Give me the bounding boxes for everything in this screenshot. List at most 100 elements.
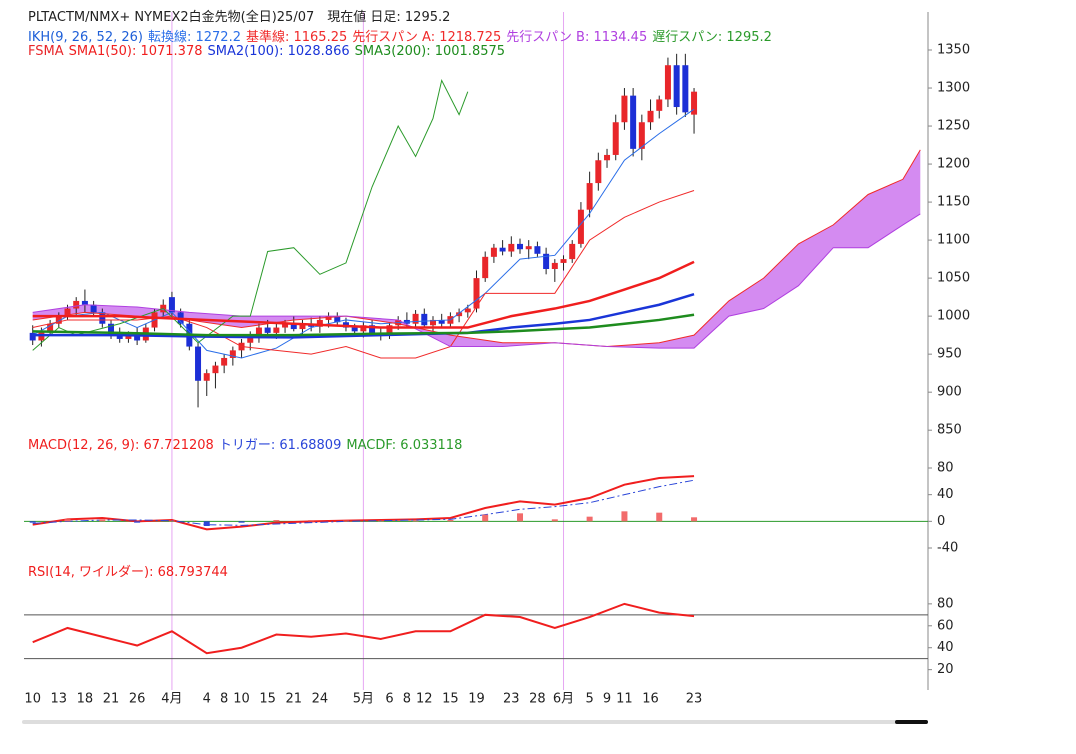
candle-body [664,65,671,100]
candle-body [429,319,436,326]
histogram-bar [342,520,349,522]
series-line [32,479,695,526]
candle-body [612,122,619,155]
x-tick-label: 11 [616,692,633,707]
x-tick-label: 4 [203,692,211,707]
x-tick-label: 9 [603,692,611,707]
candle-body [229,350,236,358]
x-tick-label: 10 [233,692,250,707]
chart-title: PLTACTM/NMX+ NYMEX2白金先物(全日)25/07 現在値 日足:… [28,10,451,25]
candle-body [99,312,106,324]
candle-body [621,95,628,123]
series-line [32,78,469,351]
candle-body [525,246,532,250]
x-tick-label: 28 [529,692,546,707]
candle-body [316,319,323,327]
y-tick-label: 1300 [937,81,970,96]
candle-body [369,325,376,333]
scrollbar-track[interactable] [22,720,928,724]
y-tick-label: 60 [937,618,954,633]
series-line [32,292,695,339]
candle-body [334,316,341,323]
x-tick-label: 12 [416,692,433,707]
candle-body [360,325,367,332]
x-tick-label: 21 [103,692,120,707]
candle-body [386,325,393,336]
candle-body [81,300,88,305]
candle-body [351,327,358,332]
y-tick-label: 1250 [937,119,970,134]
candle-body [168,297,175,313]
candle-body [464,308,471,313]
candle-body [691,91,698,115]
y-tick-label: 80 [937,596,954,611]
legend-entry: 基準線: 1165.25 [245,30,348,45]
x-tick-label: 4月 [161,692,182,707]
series-line [32,602,695,655]
candle-body [647,110,654,123]
histogram-bar [64,519,71,522]
candle-body [508,243,515,252]
x-tick-label: 6月 [553,692,574,707]
candle-body [421,313,428,326]
candle-body [47,323,54,332]
x-tick-label: 10 [24,692,41,707]
candle-body [595,160,602,184]
histogram-bar [168,520,175,522]
candle-body [325,316,332,320]
histogram-bar [377,520,384,522]
y-tick-label: 20 [937,662,954,677]
legend-entry: MACD(12, 26, 9): 67.721208 [28,438,214,453]
series-line [32,190,695,359]
series-line [32,260,695,329]
candle-body [656,99,663,111]
candle-body [682,65,689,113]
histogram-bar [273,520,280,522]
histogram-bar [412,520,419,522]
legend-row: FSMA SMA1(50): 1071.378 SMA2(100): 1028.86… [28,44,510,59]
y-tick-label: 1000 [937,309,970,324]
x-tick-label: 5月 [353,692,374,707]
x-tick-label: 21 [285,692,302,707]
indicator-label: IKH(9, 26, 52, 26) [28,30,143,45]
legend-entry: RSI(14, ワイルダー): 68.793744 [28,565,228,580]
candle-body [673,65,680,108]
candle-body [586,183,593,210]
candle-body [438,319,445,324]
legend-entry: SMA2(100): 1028.866 [207,44,350,59]
x-tick-label: 19 [468,692,485,707]
candle-body [412,313,419,324]
candle-body [29,332,36,341]
indicator-label: FSMA [28,44,64,59]
y-tick-label: 1100 [937,233,970,248]
series-line [32,313,695,337]
histogram-bar [29,521,36,523]
candle-body [490,247,497,257]
candle-body [290,323,297,330]
candle-body [551,262,558,269]
histogram-bar [656,512,663,522]
x-tick-label: 18 [77,692,94,707]
y-tick-label: 900 [937,385,962,400]
histogram-bar [586,516,593,522]
histogram-bar [551,519,558,522]
legend-entry: トリガー: 61.68809 [218,438,342,453]
candle-body [482,256,489,279]
candle-body [255,327,262,336]
series-line [32,108,695,359]
legend-row: RSI(14, ワイルダー): 68.793744 [28,561,233,580]
y-tick-label: 950 [937,347,962,362]
candle-body [534,246,541,254]
histogram-bar [621,511,628,522]
candle-body [577,209,584,244]
candle-body [560,259,567,263]
legend-entry: 先行スパン A: 1218.725 [352,30,502,45]
candle-body [73,300,80,309]
candle-body [264,327,271,333]
legend-row: MACD(12, 26, 9): 67.721208 トリガー: 61.68809… [28,434,467,453]
candle-body [604,154,611,161]
histogram-bar [482,514,489,522]
scrollbar-thumb[interactable] [895,720,928,724]
x-tick-label: 15 [442,692,459,707]
y-tick-label: 850 [937,423,962,438]
